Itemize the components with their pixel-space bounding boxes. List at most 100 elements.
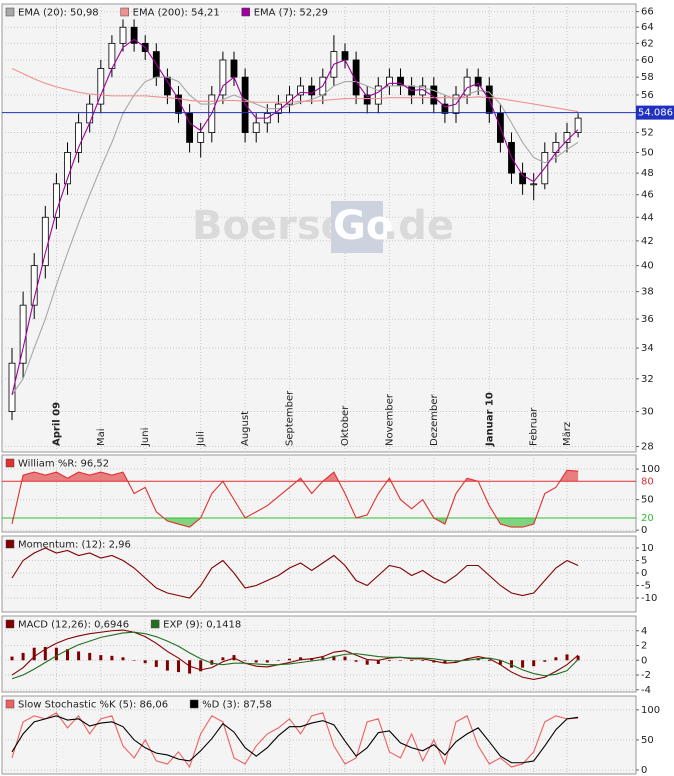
- histogram-bar: [54, 647, 58, 661]
- candle-body: [86, 103, 94, 124]
- y-tick-label: 30: [641, 407, 654, 418]
- y-tick-label: 100: [641, 464, 660, 475]
- histogram-bar: [21, 652, 25, 661]
- histogram-bar: [354, 660, 358, 662]
- y-tick-label: 10: [641, 543, 654, 554]
- y-tick-label: 0: [641, 568, 647, 579]
- x-tick-label: Mai: [96, 428, 107, 446]
- y-tick-label: -2: [641, 670, 651, 681]
- histogram-bar: [177, 660, 180, 673]
- y-tick-label: 50: [641, 495, 654, 506]
- histogram-bar: [365, 660, 369, 665]
- level-fill: [12, 470, 579, 482]
- candle-body: [119, 26, 127, 44]
- candle-body: [419, 85, 427, 96]
- y-tick-label: 0: [641, 655, 647, 666]
- histogram-bar: [332, 655, 336, 661]
- candle-body: [374, 85, 382, 105]
- candle-body: [530, 183, 538, 186]
- candle-body: [574, 117, 582, 133]
- candle-body: [363, 94, 371, 105]
- x-tick-label: Oktober: [340, 405, 351, 446]
- y-tick-label: 4: [641, 626, 647, 637]
- watermark-box: [331, 201, 383, 253]
- y-tick-label: 40: [641, 261, 654, 272]
- y-tick-label: 44: [641, 212, 654, 223]
- plot: [2, 696, 636, 774]
- plot: [2, 616, 636, 692]
- last-price-label: 54.086: [638, 108, 673, 119]
- candle-body: [186, 113, 194, 143]
- y-tick-label: 100: [641, 705, 660, 716]
- legend-swatch: [5, 699, 15, 709]
- histogram-bar: [554, 657, 558, 661]
- legend-label: Slow Stochastic %K (5): 86,06: [18, 700, 168, 711]
- candle-body: [308, 85, 316, 96]
- series-line: [11, 67, 579, 113]
- series-line: [11, 715, 579, 764]
- histogram-bar: [254, 660, 258, 663]
- x-tick-label: Februar: [529, 407, 540, 446]
- histogram-bar: [243, 660, 247, 661]
- y-tick-label: 28: [641, 442, 654, 453]
- series-line: [11, 547, 579, 599]
- legend-swatch: [189, 699, 199, 709]
- plot: [2, 4, 636, 452]
- histogram-bar: [77, 651, 81, 661]
- y-tick-label: 38: [641, 287, 654, 298]
- legend-label: MACD (12,26): 0,6946: [18, 620, 129, 631]
- candle-body: [197, 132, 205, 143]
- last-price-box: [636, 105, 674, 120]
- histogram-bar: [498, 660, 502, 665]
- x-tick-label: August: [240, 411, 251, 446]
- legend-label: %D (3): 87,58: [202, 700, 272, 711]
- plot: [2, 455, 636, 532]
- histogram-bar: [32, 647, 36, 661]
- histogram-bar: [221, 657, 225, 661]
- y-tick-label: 32: [641, 374, 654, 385]
- y-tick-label: 60: [641, 55, 654, 66]
- legend-swatch: [241, 7, 250, 17]
- level-fill: [12, 517, 579, 528]
- histogram-bar: [121, 657, 125, 661]
- candle-body: [75, 122, 82, 153]
- legend-label: EMA (20): 50,98: [18, 8, 99, 19]
- level-label: 20: [641, 513, 654, 524]
- y-tick-label: 50: [641, 735, 654, 746]
- x-tick-label: November: [384, 393, 395, 446]
- histogram-bar: [110, 655, 114, 661]
- level-label: 80: [641, 476, 654, 487]
- watermark: Boerse: [192, 203, 348, 249]
- histogram-bar: [487, 660, 491, 662]
- legend-swatch: [5, 539, 15, 549]
- panel-frame: [1, 535, 637, 613]
- y-tick-label: 52: [641, 128, 654, 139]
- series-line: [11, 631, 579, 680]
- y-tick-label: 48: [641, 168, 654, 179]
- y-tick-label: 42: [641, 236, 654, 247]
- candle-body: [64, 152, 71, 185]
- x-tick-label: Dezember: [429, 394, 440, 446]
- candle-body: [41, 216, 49, 267]
- histogram-bar: [132, 660, 136, 661]
- legend-swatch: [120, 7, 129, 17]
- y-tick-label: 0: [641, 525, 647, 536]
- legend-swatch: [5, 7, 15, 17]
- y-tick-label: -4: [641, 685, 651, 696]
- y-tick-label: 34: [641, 343, 654, 354]
- y-tick-label: -10: [641, 593, 657, 604]
- histogram-bar: [299, 657, 303, 661]
- candle-body: [441, 103, 449, 114]
- series-line: [11, 469, 579, 528]
- histogram-bar: [165, 660, 169, 671]
- candle-body: [163, 76, 171, 96]
- legend-swatch: [150, 619, 160, 629]
- histogram-bar: [521, 660, 525, 668]
- histogram-bar: [210, 660, 214, 665]
- y-tick-label: 36: [641, 314, 654, 325]
- histogram-bar: [143, 660, 147, 664]
- y-tick-label: -5: [641, 581, 651, 592]
- y-tick-label: 0: [641, 765, 647, 776]
- candle-body: [97, 68, 105, 105]
